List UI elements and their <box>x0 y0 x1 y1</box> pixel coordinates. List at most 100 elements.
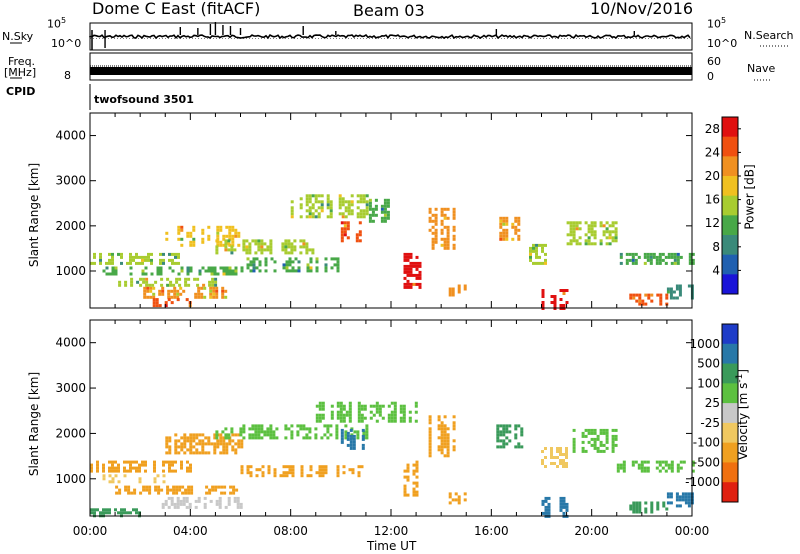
power-panel-cell <box>158 304 162 308</box>
power-colorbar-tick-label: 24 <box>705 145 720 159</box>
power-panel-cell <box>406 282 410 286</box>
power-panel-cell <box>505 222 509 226</box>
beam-label: Beam 03 <box>353 1 425 20</box>
velocity-panel-cell <box>541 499 545 503</box>
velocity-panel-cell <box>141 460 144 464</box>
power-panel-cell <box>338 200 342 204</box>
power-panel-cell <box>688 261 692 265</box>
power-panel-cell <box>114 269 118 273</box>
velocity-panel-cell <box>547 511 551 515</box>
velocity-panel-cell <box>273 474 277 478</box>
power-panel-cell <box>166 277 170 281</box>
velocity-panel-cell <box>361 437 365 441</box>
velocity-panel-cell <box>114 469 117 473</box>
power-panel-cell <box>593 230 597 234</box>
velocity-panel-cell <box>550 456 553 459</box>
velocity-panel-cell <box>124 485 128 489</box>
velocity-panel-cell <box>186 469 189 473</box>
velocity-panel-cell <box>342 465 346 469</box>
power-panel-cell <box>284 242 288 246</box>
power-panel-cell <box>299 251 303 255</box>
power-panel-cell <box>368 219 372 223</box>
power-panel-cell <box>150 272 154 276</box>
power-panel-cell <box>346 236 350 240</box>
power-panel-cell <box>99 258 102 262</box>
power-panel-cell <box>189 231 193 235</box>
power-panel-cell <box>652 252 656 256</box>
velocity-panel-cell <box>440 421 444 425</box>
power-panel-cell <box>156 272 160 276</box>
velocity-panel-cell <box>120 511 123 515</box>
power-panel-cell <box>409 285 413 289</box>
velocity-panel-cell <box>596 449 600 453</box>
power-panel-cell <box>249 263 253 267</box>
power-panel-cell <box>446 234 450 238</box>
velocity-panel-cell <box>108 466 111 470</box>
power-panel-cell <box>111 252 114 256</box>
velocity-panel-cell <box>130 491 134 495</box>
velocity-colorbar-tick-label: 500 <box>697 357 720 371</box>
velocity-panel-cell <box>342 413 346 417</box>
power-panel-cell <box>177 231 181 235</box>
velocity-panel-cell <box>348 468 352 472</box>
power-panel-cell <box>305 200 309 204</box>
velocity-panel-cell <box>115 491 119 495</box>
power-panel-cell <box>431 237 435 241</box>
power-panel-cell <box>288 257 292 261</box>
power-panel-cell <box>184 277 188 281</box>
power-panel-cell <box>340 239 344 243</box>
power-panel-cell <box>608 242 612 246</box>
power-panel-cell <box>608 224 612 228</box>
power-panel-cell <box>160 283 164 287</box>
power-panel-cell <box>350 212 354 216</box>
power-panel-cell <box>446 228 450 232</box>
velocity-panel-cell <box>267 465 271 469</box>
velocity-panel-cell <box>437 448 441 452</box>
power-panel-cell <box>434 216 438 220</box>
velocity-panel-cell <box>171 469 174 473</box>
power-panel-cell <box>148 283 152 287</box>
velocity-panel-cell <box>114 508 117 512</box>
power-panel-cell <box>418 276 422 280</box>
power-panel-cell <box>207 269 211 273</box>
power-panel-cell <box>365 203 369 207</box>
velocity-panel-cell <box>165 442 169 446</box>
velocity-panel-cell <box>457 501 461 505</box>
velocity-panel-cell <box>499 445 503 449</box>
velocity-panel-cell <box>412 490 416 494</box>
velocity-panel-cell <box>181 485 185 489</box>
velocity-panel-cell <box>505 430 509 434</box>
velocity-panel-cell <box>133 491 137 495</box>
power-panel-cell <box>544 252 547 256</box>
velocity-panel-cell <box>162 474 166 478</box>
power-panel-cell <box>673 261 677 265</box>
velocity-panel-cell <box>232 485 236 489</box>
velocity-panel-cell <box>230 427 234 431</box>
power-panel-cell <box>374 204 378 208</box>
power-panel-cell <box>305 194 309 198</box>
power-panel-cell <box>532 243 535 247</box>
velocity-panel-cell <box>541 462 544 465</box>
velocity-panel-cell <box>223 491 227 495</box>
velocity-panel-cell <box>162 469 165 473</box>
power-panel-cell <box>368 207 372 211</box>
power-panel-cell <box>222 234 226 238</box>
velocity-panel-cell <box>242 424 246 428</box>
power-panel-cell <box>146 286 150 290</box>
velocity-panel-cell <box>184 488 188 492</box>
power-panel-cell <box>186 269 190 273</box>
velocity-panel-cell <box>153 477 157 481</box>
power-panel-cell <box>575 242 579 246</box>
power-panel-cell <box>211 283 215 287</box>
power-panel-cell <box>216 243 220 247</box>
power-panel-cell <box>452 228 456 232</box>
power-panel-cell <box>225 225 229 229</box>
power-panel-cell <box>428 219 432 223</box>
velocity-panel-cell <box>590 443 594 447</box>
velocity-panel-cell <box>631 460 635 464</box>
power-panel-cell <box>160 277 164 281</box>
velocity-panel-cell <box>321 404 325 408</box>
velocity-panel-cell <box>414 410 418 414</box>
velocity-panel-cell <box>123 460 126 464</box>
velocity-panel-cell <box>225 445 229 449</box>
